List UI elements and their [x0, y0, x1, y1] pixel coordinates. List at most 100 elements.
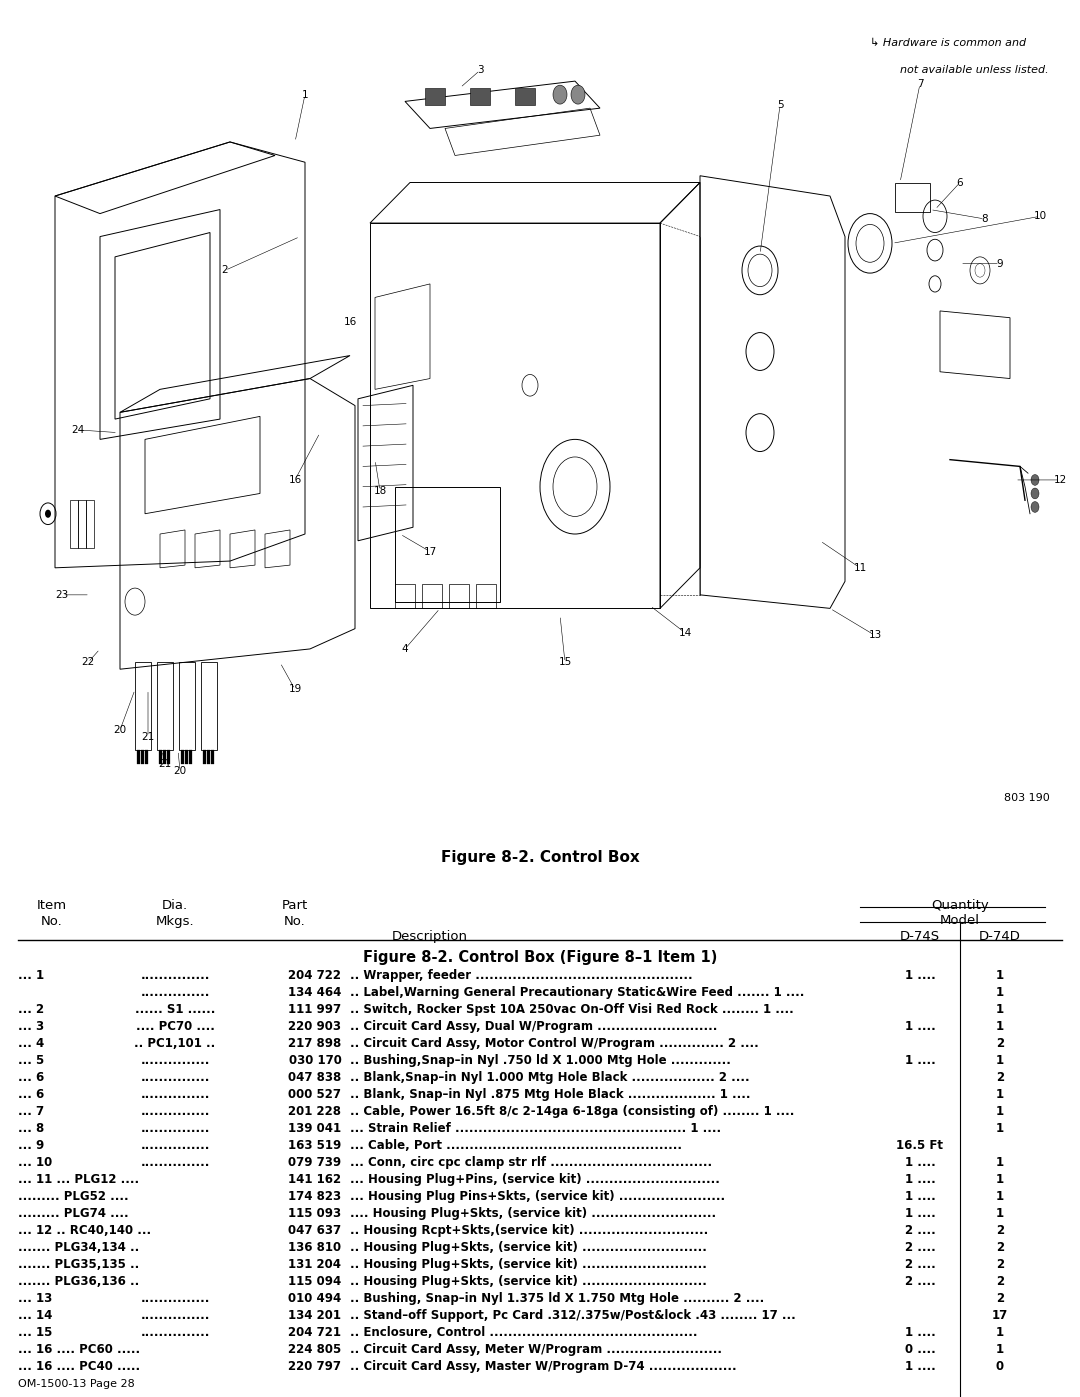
Circle shape: [45, 510, 51, 518]
Text: 201 228: 201 228: [288, 1105, 341, 1118]
Text: 2: 2: [221, 265, 228, 275]
Text: 1 ....: 1 ....: [905, 1055, 935, 1067]
Text: 1 ....: 1 ....: [905, 1326, 935, 1338]
Text: 111 997: 111 997: [288, 1003, 341, 1016]
Circle shape: [1031, 475, 1039, 485]
Text: 1: 1: [996, 1190, 1004, 1203]
Text: 139 041: 139 041: [288, 1122, 341, 1134]
Text: 20: 20: [113, 725, 126, 735]
Text: 2: 2: [996, 1071, 1004, 1084]
Text: ...............: ...............: [140, 1105, 210, 1118]
Text: ↳ Hardware is common and: ↳ Hardware is common and: [870, 38, 1026, 47]
Bar: [895, 183, 930, 212]
Text: 16.5 Ft: 16.5 Ft: [896, 1139, 944, 1153]
Text: 115 093: 115 093: [288, 1207, 341, 1220]
Text: ... 5: ... 5: [18, 1055, 44, 1067]
Text: 1 ....: 1 ....: [905, 1190, 935, 1203]
Text: .. Housing Plug+Skts, (service kit) ...........................: .. Housing Plug+Skts, (service kit) ....…: [350, 1259, 707, 1271]
Text: 010 494: 010 494: [288, 1292, 341, 1305]
Bar: [141, 750, 144, 764]
Text: 1 ....: 1 ....: [905, 1361, 935, 1373]
Text: 15: 15: [558, 658, 571, 668]
Text: 0 ....: 0 ....: [905, 1343, 935, 1356]
Text: Dia.
Mkgs.: Dia. Mkgs.: [156, 900, 194, 928]
Text: ... 6: ... 6: [18, 1071, 44, 1084]
Text: 030 170: 030 170: [288, 1055, 341, 1067]
Text: 1 ....: 1 ....: [905, 1157, 935, 1169]
Text: 16: 16: [288, 475, 301, 485]
Circle shape: [1031, 502, 1039, 513]
Text: 803 190: 803 190: [1004, 792, 1050, 803]
Text: 1: 1: [996, 1207, 1004, 1220]
Text: 047 637: 047 637: [288, 1224, 341, 1236]
Text: 10: 10: [1034, 211, 1047, 221]
Text: 3: 3: [476, 66, 484, 75]
Text: Figure 8-2. Control Box (Figure 8–1 Item 1): Figure 8-2. Control Box (Figure 8–1 Item…: [363, 950, 717, 965]
Text: Quantity: Quantity: [931, 900, 989, 912]
Circle shape: [1031, 488, 1039, 499]
Text: .. Label,Warning General Precautionary Static&Wire Feed ....... 1 ....: .. Label,Warning General Precautionary S…: [350, 986, 805, 999]
Text: 2: 2: [996, 1224, 1004, 1236]
Text: 22: 22: [81, 658, 95, 668]
Text: ... 13: ... 13: [18, 1292, 52, 1305]
Text: 131 204: 131 204: [288, 1259, 341, 1271]
Text: ...............: ...............: [140, 1326, 210, 1338]
Text: 2 ....: 2 ....: [905, 1241, 935, 1255]
Text: ... Housing Plug Pins+Skts, (service kit) .......................: ... Housing Plug Pins+Skts, (service kit…: [350, 1190, 725, 1203]
Text: 220 903: 220 903: [288, 1020, 341, 1032]
Text: ...............: ...............: [140, 1139, 210, 1153]
Text: ... 15: ... 15: [18, 1326, 52, 1338]
Bar: [203, 750, 206, 764]
Text: 2 ....: 2 ....: [905, 1224, 935, 1236]
Bar: [181, 750, 184, 764]
Text: .. Housing Plug+Skts, (service kit) ...........................: .. Housing Plug+Skts, (service kit) ....…: [350, 1241, 707, 1255]
Text: ... 11 ... PLG12 ....: ... 11 ... PLG12 ....: [18, 1173, 139, 1186]
Text: ...............: ...............: [140, 1071, 210, 1084]
Text: 220 797: 220 797: [288, 1361, 341, 1373]
Text: ... 4: ... 4: [18, 1037, 44, 1051]
Circle shape: [571, 85, 585, 105]
Text: ...............: ...............: [140, 1309, 210, 1322]
Text: 13: 13: [868, 630, 881, 640]
Text: ... 6: ... 6: [18, 1088, 44, 1101]
Text: 141 162: 141 162: [288, 1173, 341, 1186]
Text: 174 823: 174 823: [288, 1190, 341, 1203]
Text: 18: 18: [374, 486, 387, 496]
Text: Part
No.: Part No.: [282, 900, 308, 928]
Text: ... Cable, Port ...................................................: ... Cable, Port ........................…: [350, 1139, 681, 1153]
Text: .. Housing Plug+Skts, (service kit) ...........................: .. Housing Plug+Skts, (service kit) ....…: [350, 1275, 707, 1288]
Text: 12: 12: [1053, 475, 1067, 485]
Text: 16: 16: [343, 317, 356, 327]
Text: 1: 1: [996, 1122, 1004, 1134]
Text: 134 464: 134 464: [288, 986, 341, 999]
Text: 14: 14: [678, 627, 691, 637]
Bar: [145, 750, 148, 764]
Text: 1: 1: [996, 986, 1004, 999]
Bar: [167, 750, 170, 764]
Text: 224 805: 224 805: [288, 1343, 341, 1356]
Text: 217 898: 217 898: [288, 1037, 341, 1051]
Text: 204 721: 204 721: [288, 1326, 341, 1338]
Text: .. Blank, Snap–in Nyl .875 Mtg Hole Black ................... 1 ....: .. Blank, Snap–in Nyl .875 Mtg Hole Blac…: [350, 1088, 751, 1101]
Text: D-74S: D-74S: [900, 930, 940, 943]
Text: ... Conn, circ cpc clamp str rlf ...................................: ... Conn, circ cpc clamp str rlf .......…: [350, 1157, 712, 1169]
Text: 5: 5: [777, 101, 783, 110]
Text: .... PC70 ....: .... PC70 ....: [136, 1020, 215, 1032]
Text: ... 10: ... 10: [18, 1157, 52, 1169]
Bar: [189, 750, 192, 764]
Text: 1: 1: [996, 1055, 1004, 1067]
Text: 1 ....: 1 ....: [905, 970, 935, 982]
Text: 7: 7: [917, 78, 923, 89]
Text: ... 3: ... 3: [18, 1020, 44, 1032]
Text: .. Bushing,Snap–in Nyl .750 ld X 1.000 Mtg Hole .............: .. Bushing,Snap–in Nyl .750 ld X 1.000 M…: [350, 1055, 731, 1067]
Text: 17: 17: [991, 1309, 1008, 1322]
Bar: [185, 750, 188, 764]
Text: 1 ....: 1 ....: [905, 1173, 935, 1186]
Text: ...............: ...............: [140, 1157, 210, 1169]
Text: Item
No.: Item No.: [37, 900, 67, 928]
Text: 17: 17: [423, 546, 436, 556]
Text: 1: 1: [301, 89, 308, 99]
Text: 2 ....: 2 ....: [905, 1259, 935, 1271]
Bar: [137, 750, 140, 764]
Text: 19: 19: [288, 685, 301, 694]
